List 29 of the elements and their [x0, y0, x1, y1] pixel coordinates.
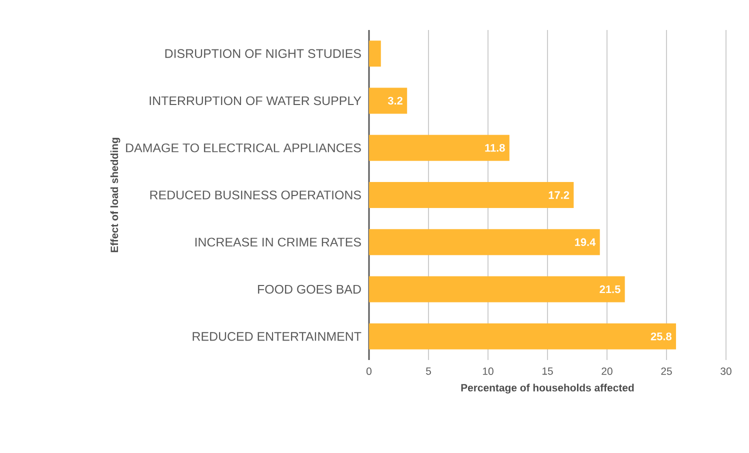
x-tick-label: 0 [366, 368, 372, 375]
y-tick-label: DISRUPTION OF NIGHT STUDIES [165, 49, 361, 58]
x-tick-label: 15 [542, 368, 553, 375]
bar [369, 182, 574, 208]
x-tick-label: 30 [720, 368, 732, 375]
y-tick-label: FOOD GOES BAD [258, 284, 361, 294]
data-label: 17.2 [548, 191, 570, 199]
data-label: 19.4 [575, 238, 596, 246]
x-axis-title: Percentage of households affected [461, 384, 634, 394]
data-label: 11.8 [485, 144, 505, 152]
y-tick-label: INTERRUPTION OF WATER SUPPLY [150, 96, 362, 106]
x-tick-label: 20 [602, 368, 612, 375]
data-label: 3.2 [388, 96, 402, 105]
bar [369, 229, 600, 256]
bar [369, 134, 510, 161]
data-label: 25.8 [650, 332, 672, 340]
data-label: 21.5 [600, 285, 620, 294]
y-axis-title: Effect of load shedding [110, 138, 120, 252]
y-tick-label: INCREASE IN CRIME RATES [195, 238, 361, 247]
y-tick-label: REDUCED BUSINESS OPERATIONS [150, 190, 361, 200]
x-tick-label: 5 [426, 368, 431, 375]
y-tick-label: DAMAGE TO ELECTRICAL APPLIANCES [126, 143, 361, 152]
x-tick-label: 10 [482, 368, 494, 375]
bar [369, 276, 625, 302]
bar [369, 323, 676, 350]
bar [369, 88, 408, 114]
y-tick-label: REDUCED ENTERTAINMENT [192, 332, 362, 341]
x-tick-label: 25 [661, 368, 672, 375]
bar [369, 40, 381, 67]
